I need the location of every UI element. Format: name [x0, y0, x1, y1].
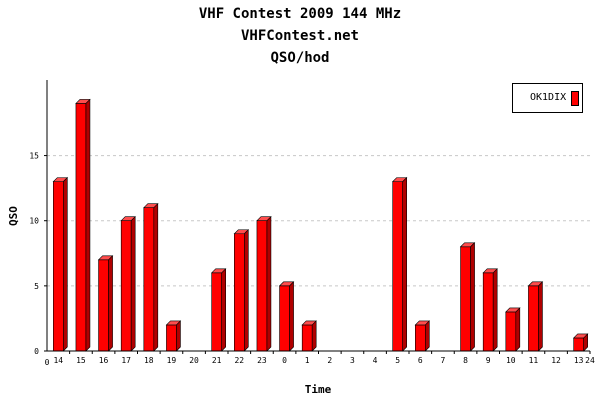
x-tick-label: 20 [189, 356, 199, 365]
bar-side [425, 320, 430, 352]
bar-front [120, 220, 132, 352]
x-tick-label: 9 [486, 356, 491, 365]
bar-front [166, 324, 177, 352]
x-axis-label: Time [305, 383, 332, 396]
x-ticks: 14 15 16 17 18 19 20 21 22 23 0 1 2 3 4 5 6 7 8 9 10 11 12 130 2… [45, 351, 595, 367]
x-tick-label: 5 [395, 356, 400, 365]
chart-metric: QSO/hod [270, 50, 330, 66]
bar-front [143, 207, 155, 352]
bar [459, 242, 476, 352]
x-tick-label: 3 [350, 356, 355, 365]
bar-front [234, 233, 245, 352]
x-tick-label: 18 [144, 356, 154, 365]
legend-label: OK1DIX [530, 92, 567, 103]
bar-side [583, 333, 588, 352]
x-tick-label: 14 [53, 356, 63, 365]
chart-title: VHF Contest 2009 144 MHz [198, 6, 402, 22]
x-tick-label: 6 [418, 356, 423, 365]
x-tick-label: 17 [121, 356, 131, 365]
x-tick-label: 22 [234, 356, 244, 365]
y-tick-label: 10 [29, 217, 39, 226]
bar [391, 176, 408, 352]
x-tick-label: 16 [99, 356, 109, 365]
bar-front [301, 324, 313, 352]
x-tick-label: 4 [373, 356, 378, 365]
bar-side [402, 176, 407, 352]
bar-front [279, 285, 290, 352]
gridlines [47, 155, 590, 287]
bar [233, 229, 250, 352]
bar [210, 268, 227, 352]
bar [120, 215, 136, 352]
bar [97, 255, 114, 352]
y-tick-label: 0 [34, 347, 39, 356]
bar-front [392, 181, 403, 352]
bar-side [492, 268, 498, 352]
x-tick-label: 19 [167, 356, 177, 365]
bar [414, 320, 431, 352]
y-ticks: 0 5 10 15 [29, 152, 47, 356]
bar-front [482, 272, 494, 352]
y-tick-label: 5 [34, 282, 39, 291]
bar [75, 98, 91, 352]
x-tick-label: 2 [327, 356, 332, 365]
legend-swatch [571, 91, 579, 106]
bar-side [311, 320, 317, 352]
x-end-label: 24 [585, 356, 595, 365]
bar-front [505, 311, 517, 352]
bar [52, 176, 69, 352]
bar [527, 281, 544, 352]
bar-front [256, 220, 268, 352]
x-tick-label: 15 [76, 356, 86, 365]
y-axis-label: QSO [7, 206, 20, 226]
bar [143, 202, 159, 352]
bar-side [515, 307, 521, 352]
chart-subtitle: VHFContest.net [240, 28, 359, 44]
x-start-label: 0 [45, 358, 50, 367]
bar-side [470, 242, 475, 352]
x-tick-label: 1 [305, 356, 310, 365]
x-tick-label: 8 [463, 356, 468, 365]
bar-side [63, 176, 68, 352]
bar [278, 281, 295, 352]
x-tick-label: 13 [574, 356, 584, 365]
x-tick-label: 10 [506, 356, 516, 365]
bar-side [538, 281, 543, 352]
x-tick-label: 11 [529, 356, 539, 365]
bar-front [415, 324, 426, 352]
bar [572, 333, 589, 352]
x-tick-label: 7 [441, 356, 446, 365]
bar-side [85, 98, 91, 352]
legend: OK1DIX [512, 83, 583, 113]
bar-front [53, 181, 64, 352]
x-tick-label: 21 [212, 356, 222, 365]
bar-front [75, 103, 87, 352]
bar [505, 307, 521, 352]
x-tick-label: 23 [257, 356, 267, 365]
bar-front [211, 272, 222, 352]
bar-side [289, 281, 294, 352]
bar-side [108, 255, 113, 352]
bar-side [176, 320, 181, 352]
x-tick-label: 12 [551, 356, 561, 365]
bars [52, 98, 589, 352]
bar-side [221, 268, 226, 352]
bar-front [98, 259, 109, 352]
x-tick-label: 0 [282, 356, 287, 365]
bar [301, 320, 317, 352]
bar [165, 320, 182, 352]
bar [482, 268, 498, 352]
bar-side [244, 229, 249, 352]
bar-side [130, 215, 136, 352]
bar-front [528, 285, 539, 352]
bar-side [153, 202, 159, 352]
bar-front [460, 246, 471, 352]
bar-side [266, 215, 272, 352]
bar [256, 215, 272, 352]
bar-front [573, 337, 584, 352]
y-tick-label: 15 [29, 152, 39, 161]
